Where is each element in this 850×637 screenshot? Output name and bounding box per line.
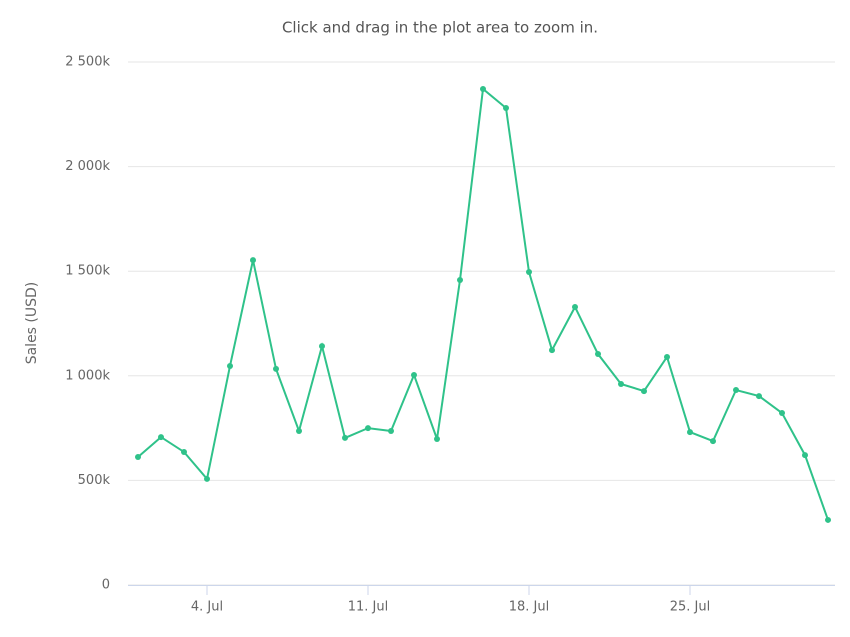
point — [549, 347, 555, 354]
point — [342, 434, 348, 441]
point — [135, 453, 141, 460]
y-axis-label: Sales (USD) — [24, 282, 40, 365]
point — [618, 380, 624, 387]
point — [710, 438, 716, 445]
point — [457, 276, 463, 283]
point — [388, 428, 394, 435]
point — [733, 387, 739, 394]
point — [480, 85, 486, 92]
point — [434, 435, 440, 442]
x-tick-label: 25. Jul — [670, 600, 711, 615]
point — [756, 393, 762, 400]
y-tick-label: 1 500k — [65, 264, 110, 279]
point — [250, 257, 256, 264]
point — [319, 343, 325, 350]
line — [137, 87, 829, 521]
y-tick-label: 0 — [102, 578, 110, 593]
point — [181, 448, 187, 455]
x-tick-label: 18. Jul — [509, 600, 550, 615]
point — [158, 434, 164, 441]
y-tick-label: 500k — [78, 473, 111, 488]
point — [273, 365, 279, 372]
point — [595, 351, 601, 358]
point — [411, 371, 417, 378]
point — [296, 428, 302, 435]
point — [687, 429, 693, 436]
point — [641, 388, 647, 395]
point — [825, 516, 831, 523]
x-tick-label: 4. Jul — [191, 600, 223, 615]
chart-subtitle: Click and drag in the plot area to zoom … — [282, 19, 598, 37]
point — [802, 452, 808, 459]
point — [572, 303, 578, 310]
point — [526, 269, 532, 276]
y-tick-label: 2 500k — [65, 55, 110, 70]
point — [503, 105, 509, 112]
x-tick-label: 11. Jul — [348, 600, 389, 615]
point — [227, 362, 233, 369]
y-tick-label: 2 000k — [65, 159, 110, 174]
point — [664, 353, 670, 360]
y-tick-label: 1 000k — [65, 368, 110, 383]
point — [779, 410, 785, 417]
point — [204, 475, 210, 482]
point — [365, 425, 371, 432]
